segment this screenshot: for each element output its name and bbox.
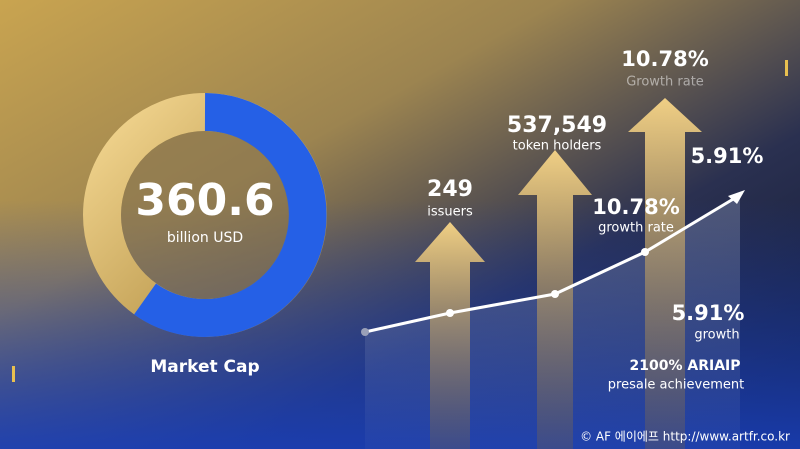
trend-point	[446, 309, 454, 317]
donut-hole	[121, 131, 289, 299]
donut-value: 360.6	[135, 175, 274, 226]
arrow	[628, 98, 702, 449]
arrow	[415, 222, 485, 449]
donut-label: Market Cap	[150, 357, 259, 377]
line-label: growth	[694, 328, 739, 343]
donut-unit: billion USD	[167, 230, 243, 246]
arrow-value: 10.78%	[621, 47, 708, 71]
donut-segment	[134, 93, 327, 337]
line-value: 10.78%	[592, 195, 679, 219]
presale-label: presale achievement	[608, 378, 744, 393]
arrow-value: 537,549	[507, 113, 607, 138]
trend-point	[641, 248, 649, 256]
trend-point	[551, 290, 559, 298]
arrow-label: issuers	[427, 205, 473, 220]
line-value: 5.91%	[691, 144, 764, 168]
accent	[785, 60, 788, 76]
trend-point	[361, 328, 369, 336]
arrow-label: token holders	[513, 139, 602, 154]
line-value: 5.91%	[672, 301, 745, 325]
line-label: growth rate	[598, 221, 674, 236]
trend-arrowhead	[728, 190, 745, 204]
arrow	[518, 150, 592, 449]
footer: © AF 에이에프 http://www.artfr.co.kr	[580, 430, 790, 444]
accent	[12, 366, 15, 382]
arrow-value: 249	[427, 177, 473, 202]
presale-value: 2100% ARIAIP	[630, 358, 741, 374]
arrow-label: Growth rate	[626, 75, 704, 90]
